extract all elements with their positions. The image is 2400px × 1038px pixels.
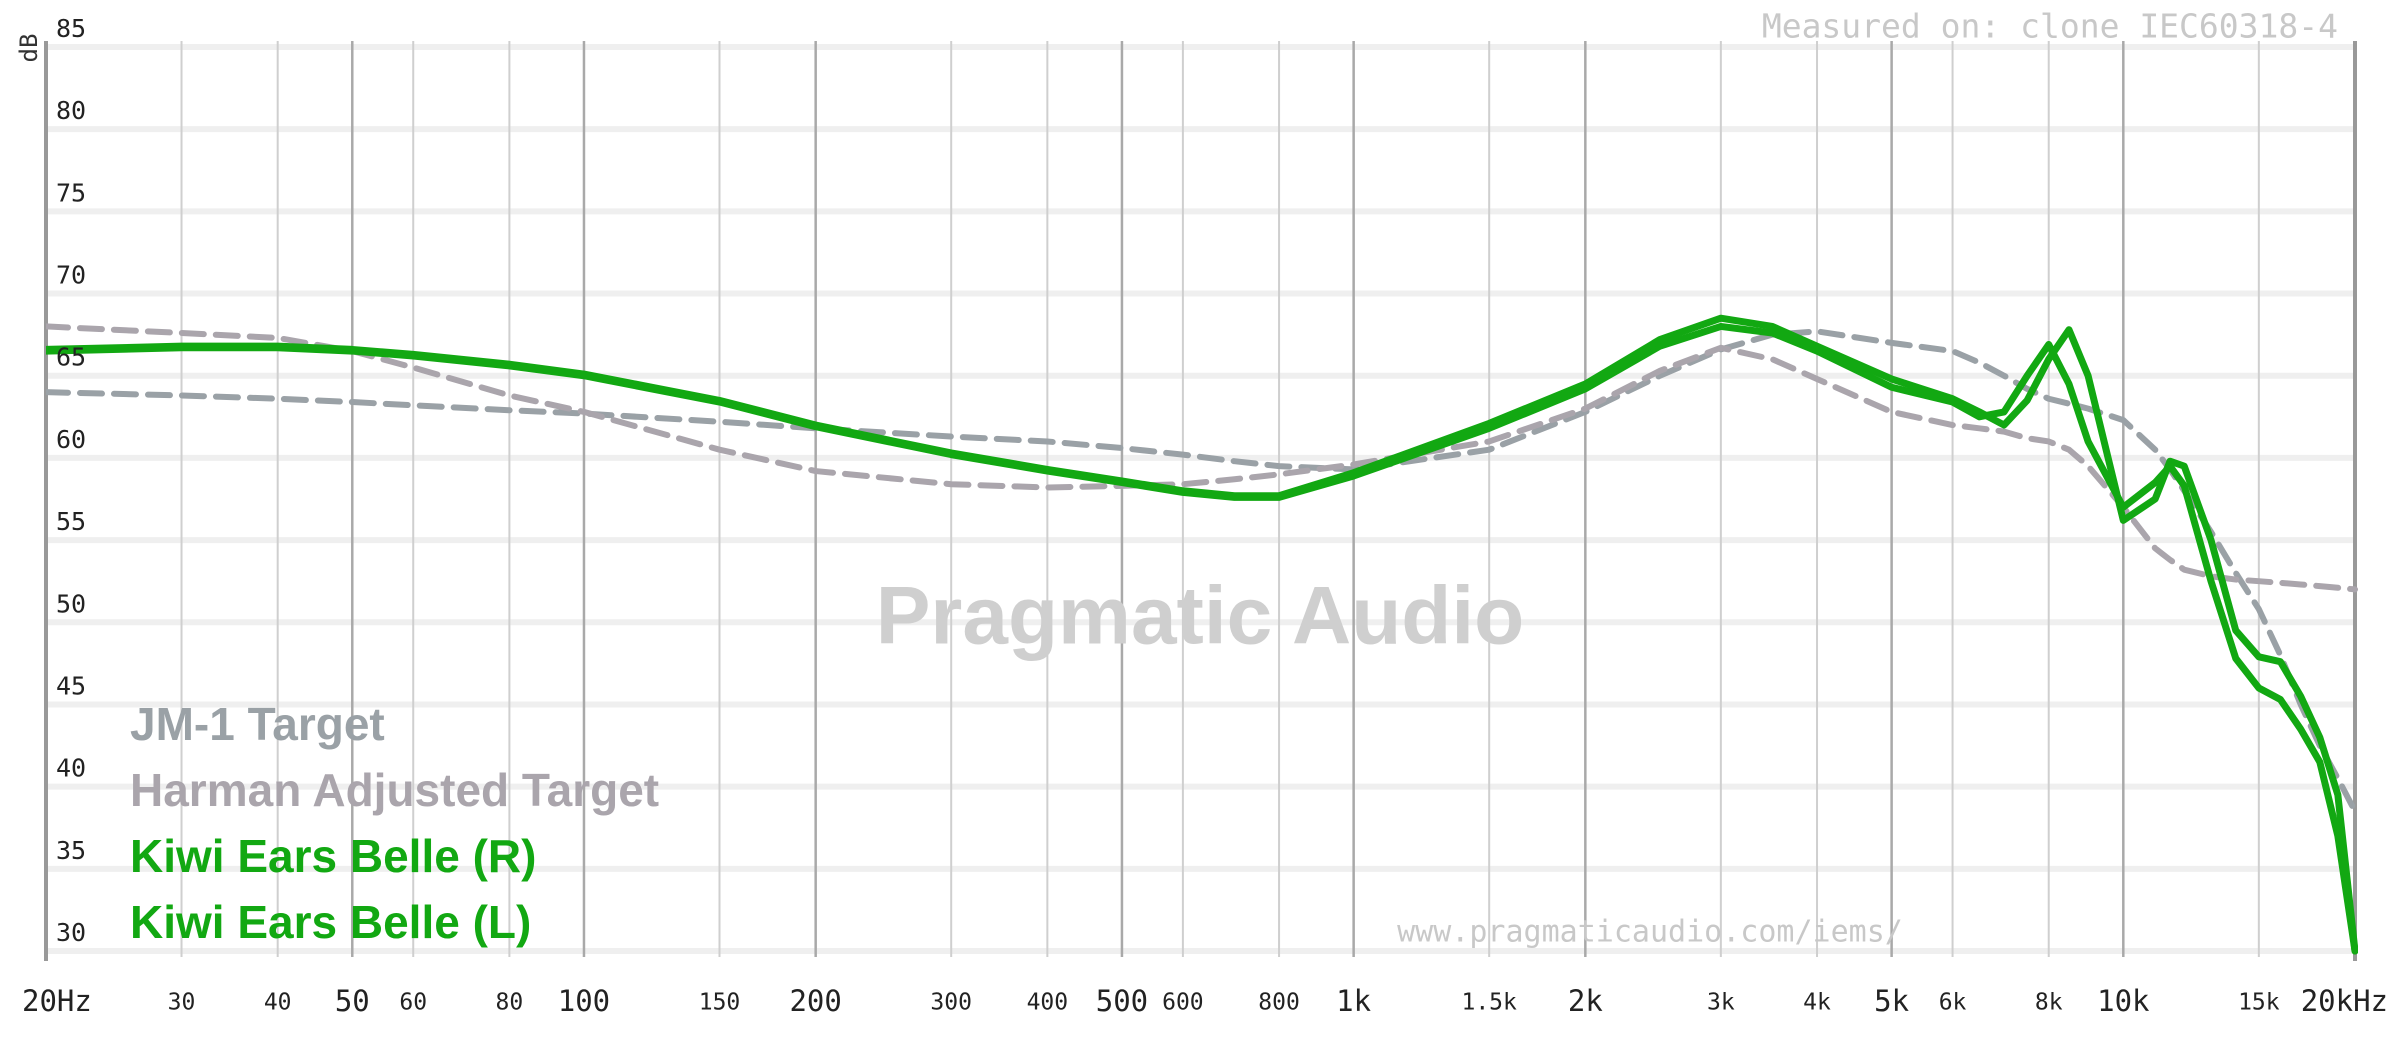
- x-tick-label: 1k: [1336, 984, 1371, 1018]
- y-axis-label: dB: [15, 34, 43, 63]
- x-tick-label: 2k: [1568, 984, 1603, 1018]
- x-tick-label: 20Hz: [22, 984, 92, 1018]
- series-line: [46, 314, 2358, 955]
- x-tick-label: 40: [264, 990, 292, 1016]
- legend: JM-1 Target Harman Adjusted Target Kiwi Ea…: [130, 698, 659, 948]
- y-tick-label: 80: [56, 96, 86, 125]
- legend-label: JM-1 Target: [130, 698, 385, 750]
- series-line: [46, 323, 2358, 593]
- y-tick-label: 30: [56, 918, 86, 947]
- x-tick-label: 400: [1027, 990, 1069, 1016]
- x-tick-label: 30: [168, 990, 196, 1016]
- grid: [44, 41, 2357, 961]
- x-tick-label: 1.5k: [1461, 990, 1517, 1016]
- x-tick-label: 500: [1096, 984, 1148, 1018]
- x-tick-label: 80: [496, 990, 524, 1016]
- watermark: Pragmatic Audio: [876, 571, 1525, 662]
- x-tick-label: 6k: [1939, 990, 1967, 1016]
- y-tick-label: 55: [56, 507, 86, 536]
- y-tick-label: 65: [56, 343, 86, 372]
- x-tick-label: 5k: [1874, 984, 1909, 1018]
- y-tick-label: 50: [56, 589, 86, 618]
- y-tick-label: 35: [56, 836, 86, 865]
- x-tick-label: 10k: [2097, 984, 2150, 1018]
- chart-title: Measured on: clone IEC60318-4: [1762, 7, 2338, 46]
- x-tick-label: 3k: [1707, 990, 1735, 1016]
- x-tick-label: 50: [335, 984, 370, 1018]
- x-tick-label: 100: [558, 984, 610, 1018]
- plot-area: [46, 314, 2358, 955]
- x-tick-label: 15k: [2238, 990, 2280, 1016]
- y-tick-label: 40: [56, 754, 86, 783]
- x-tick-label: 300: [930, 990, 972, 1016]
- x-tick-label: 60: [399, 990, 427, 1016]
- x-tick-label: 200: [789, 984, 841, 1018]
- y-tick-label: 85: [56, 14, 86, 43]
- y-tick-label: 45: [56, 671, 86, 700]
- legend-label: Kiwi Ears Belle (L): [130, 896, 531, 948]
- y-tick-label: 70: [56, 261, 86, 290]
- footer-url: www.pragmaticaudio.com/iems/: [1397, 915, 1903, 950]
- x-tick-label: 150: [699, 990, 741, 1016]
- x-tick-label: 600: [1162, 990, 1204, 1016]
- y-tick-label: 75: [56, 178, 86, 207]
- x-tick-label: 20kHz: [2301, 984, 2388, 1018]
- legend-label: Kiwi Ears Belle (R): [130, 830, 536, 882]
- x-tick-label: 4k: [1803, 990, 1831, 1016]
- legend-label: Harman Adjusted Target: [130, 764, 659, 816]
- y-tick-label: 60: [56, 425, 86, 454]
- x-tick-label: 8k: [2035, 990, 2063, 1016]
- x-tick-label: 800: [1258, 990, 1300, 1016]
